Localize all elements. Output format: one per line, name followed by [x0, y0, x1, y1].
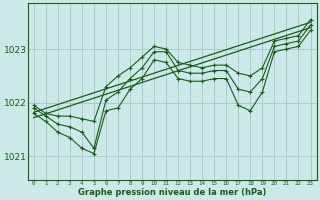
X-axis label: Graphe pression niveau de la mer (hPa): Graphe pression niveau de la mer (hPa): [78, 188, 266, 197]
